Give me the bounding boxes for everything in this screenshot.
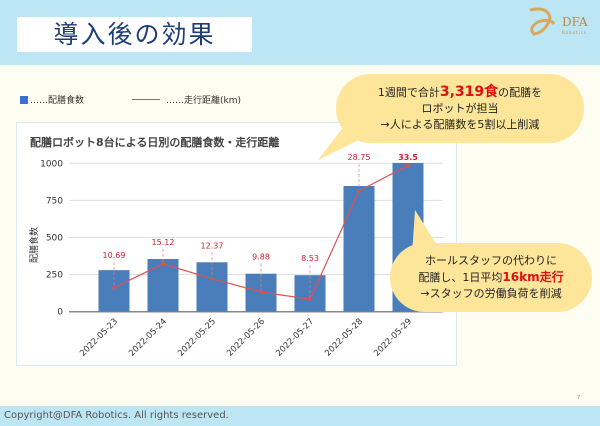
bar xyxy=(98,270,130,312)
svg-text:Robotics: Robotics xyxy=(562,30,587,35)
data-label: 28.75 xyxy=(348,153,371,162)
data-label: 8.53 xyxy=(301,254,319,263)
data-label: 12.37 xyxy=(201,241,224,250)
data-label: 15.12 xyxy=(152,238,175,247)
callout-daily-distance: ホールスタッフの代わりに 配膳し、1日平均16km走行 →スタッフの労働負荷を削… xyxy=(390,243,592,312)
y-axis-label: 配膳食数 xyxy=(28,227,40,263)
data-label: 33.5 xyxy=(398,153,418,162)
data-label: 10.69 xyxy=(103,251,126,260)
svg-text:DFA: DFA xyxy=(562,15,588,29)
y-tick-label: 1000 xyxy=(40,159,63,169)
y-tick-label: 0 xyxy=(57,308,63,318)
legend-line-label: ……走行距離(km) xyxy=(166,96,242,106)
y-tick-label: 500 xyxy=(46,234,63,244)
page-number: 7 xyxy=(577,395,581,401)
distance-point xyxy=(357,189,361,193)
bar xyxy=(147,259,179,312)
y-tick-label: 250 xyxy=(46,271,63,281)
y-tick-label: 750 xyxy=(46,196,63,206)
distance-point xyxy=(210,276,214,281)
chart-title: 配膳ロボット8台による日別の配膳食数・走行距離 xyxy=(30,136,280,149)
distance-point xyxy=(308,297,312,302)
legend-bar-label: ……配膳食数 xyxy=(30,96,85,106)
page-title: 導入後の効果 xyxy=(17,17,252,52)
bar xyxy=(343,186,375,312)
distance-point xyxy=(406,163,410,168)
legend-bar-swatch xyxy=(20,95,28,104)
legend-line-swatch xyxy=(132,99,161,100)
dfa-logo: DFA Robotics xyxy=(529,7,588,36)
data-label: 9.88 xyxy=(252,253,270,262)
chart-panel xyxy=(16,122,457,366)
callout-weekly-total: 1週間で合計3,319食の配膳を ロボットが担当 →人による配膳数を5割以上削減 xyxy=(336,74,584,143)
distance-point xyxy=(112,285,116,290)
footer: Copyright@DFA Robotics. All rights reser… xyxy=(0,406,600,426)
legend: ……配膳食数 ……走行距離(km) xyxy=(20,93,241,106)
distance-point xyxy=(161,262,165,266)
distance-point xyxy=(259,290,263,294)
bar xyxy=(196,262,228,312)
